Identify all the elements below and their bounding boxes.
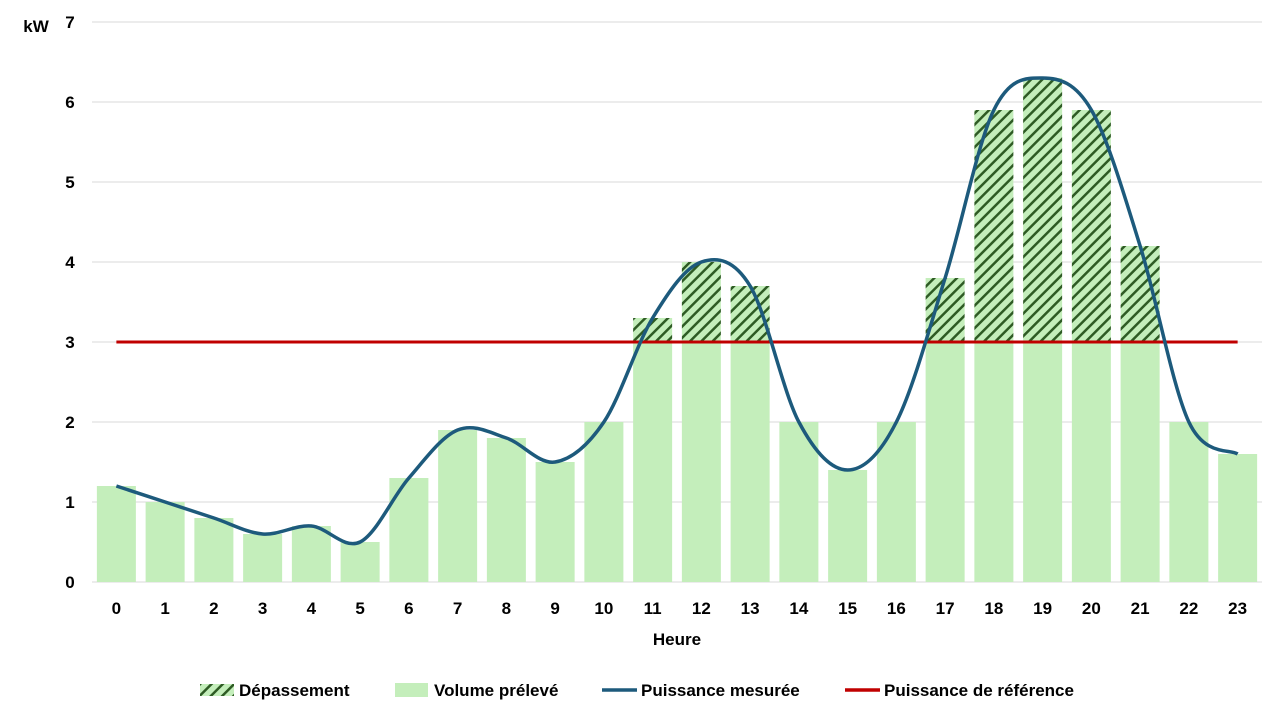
bar-volume [974,342,1014,582]
legend-label: Dépassement [239,681,350,700]
bar-overflow [681,262,721,342]
bar-volume [681,342,721,582]
y-tick-label: 7 [65,13,74,32]
bar-volume [730,342,770,582]
x-tick-label: 7 [453,599,462,618]
y-axis-label: kW [23,17,49,36]
x-tick-label: 22 [1179,599,1198,618]
x-tick-label: 23 [1228,599,1247,618]
x-tick-label: 11 [644,599,662,618]
bar-volume [876,422,916,582]
y-tick-label: 6 [65,93,74,112]
bar-volume [340,542,380,582]
bar-overflow [1071,110,1111,342]
bars [96,78,1258,582]
bar-volume [584,422,624,582]
x-tick-label: 21 [1131,599,1150,618]
bar-volume [925,342,965,582]
x-tick-label: 2 [209,599,218,618]
y-tick-label: 4 [65,253,75,272]
legend-swatch [200,684,234,696]
y-tick-label: 2 [65,413,74,432]
lines [115,76,1239,546]
x-tick-label: 18 [984,599,1003,618]
legend-swatch [395,683,428,697]
legend-label: Puissance de référence [884,681,1074,700]
x-tick-label: 3 [258,599,267,618]
bar-volume [194,518,234,582]
x-tick-label: 20 [1082,599,1101,618]
x-axis-label: Heure [653,630,701,649]
x-tick-label: 13 [741,599,760,618]
bar-overflow [925,278,965,342]
legend-label: Volume prélevé [434,681,558,700]
bar-volume [243,534,283,582]
y-tick-label: 5 [65,173,74,192]
legend: Dépassement Volume prélevé Puissance mesur… [200,681,1074,700]
x-tick-label: 15 [838,599,857,618]
bar-volume [1218,454,1258,582]
bar-volume [291,526,331,582]
bar-volume [779,422,819,582]
x-tick-label: 19 [1033,599,1052,618]
y-tick-label: 3 [65,333,74,352]
bar-volume [828,470,868,582]
x-tick-label: 1 [160,599,169,618]
bar-volume [1169,422,1209,582]
bar-volume [1071,342,1111,582]
x-tick-label: 4 [307,599,317,618]
x-tick-label: 17 [936,599,955,618]
bar-volume [535,462,575,582]
x-tick-label: 12 [692,599,711,618]
legend-item-puissance-mesuree: Puissance mesurée [602,681,800,700]
x-tick-label: 0 [112,599,121,618]
x-tick-label: 6 [404,599,413,618]
legend-item-volume: Volume prélevé [395,681,558,700]
x-tick-label: 5 [355,599,364,618]
bar-overflow [633,318,673,342]
legend-item-depassement: Dépassement [200,681,350,700]
x-tick-label: 8 [502,599,511,618]
x-tick-label: 16 [887,599,906,618]
y-tick-label: 0 [65,573,74,592]
bar-volume [1023,342,1063,582]
y-tick-label: 1 [65,493,74,512]
bar-volume [1120,342,1160,582]
bar-volume [145,502,185,582]
legend-label: Puissance mesurée [641,681,800,700]
bar-volume [96,486,136,582]
legend-item-puissance-reference: Puissance de référence [845,681,1074,700]
bar-volume [389,478,429,582]
measured-line [115,76,1239,546]
bar-volume [633,342,673,582]
bar-volume [438,430,478,582]
x-tick-label: 10 [594,599,613,618]
x-tick-label: 14 [789,599,808,618]
x-tick-label: 9 [550,599,559,618]
bar-volume [486,438,526,582]
bar-overflow [1023,78,1063,342]
